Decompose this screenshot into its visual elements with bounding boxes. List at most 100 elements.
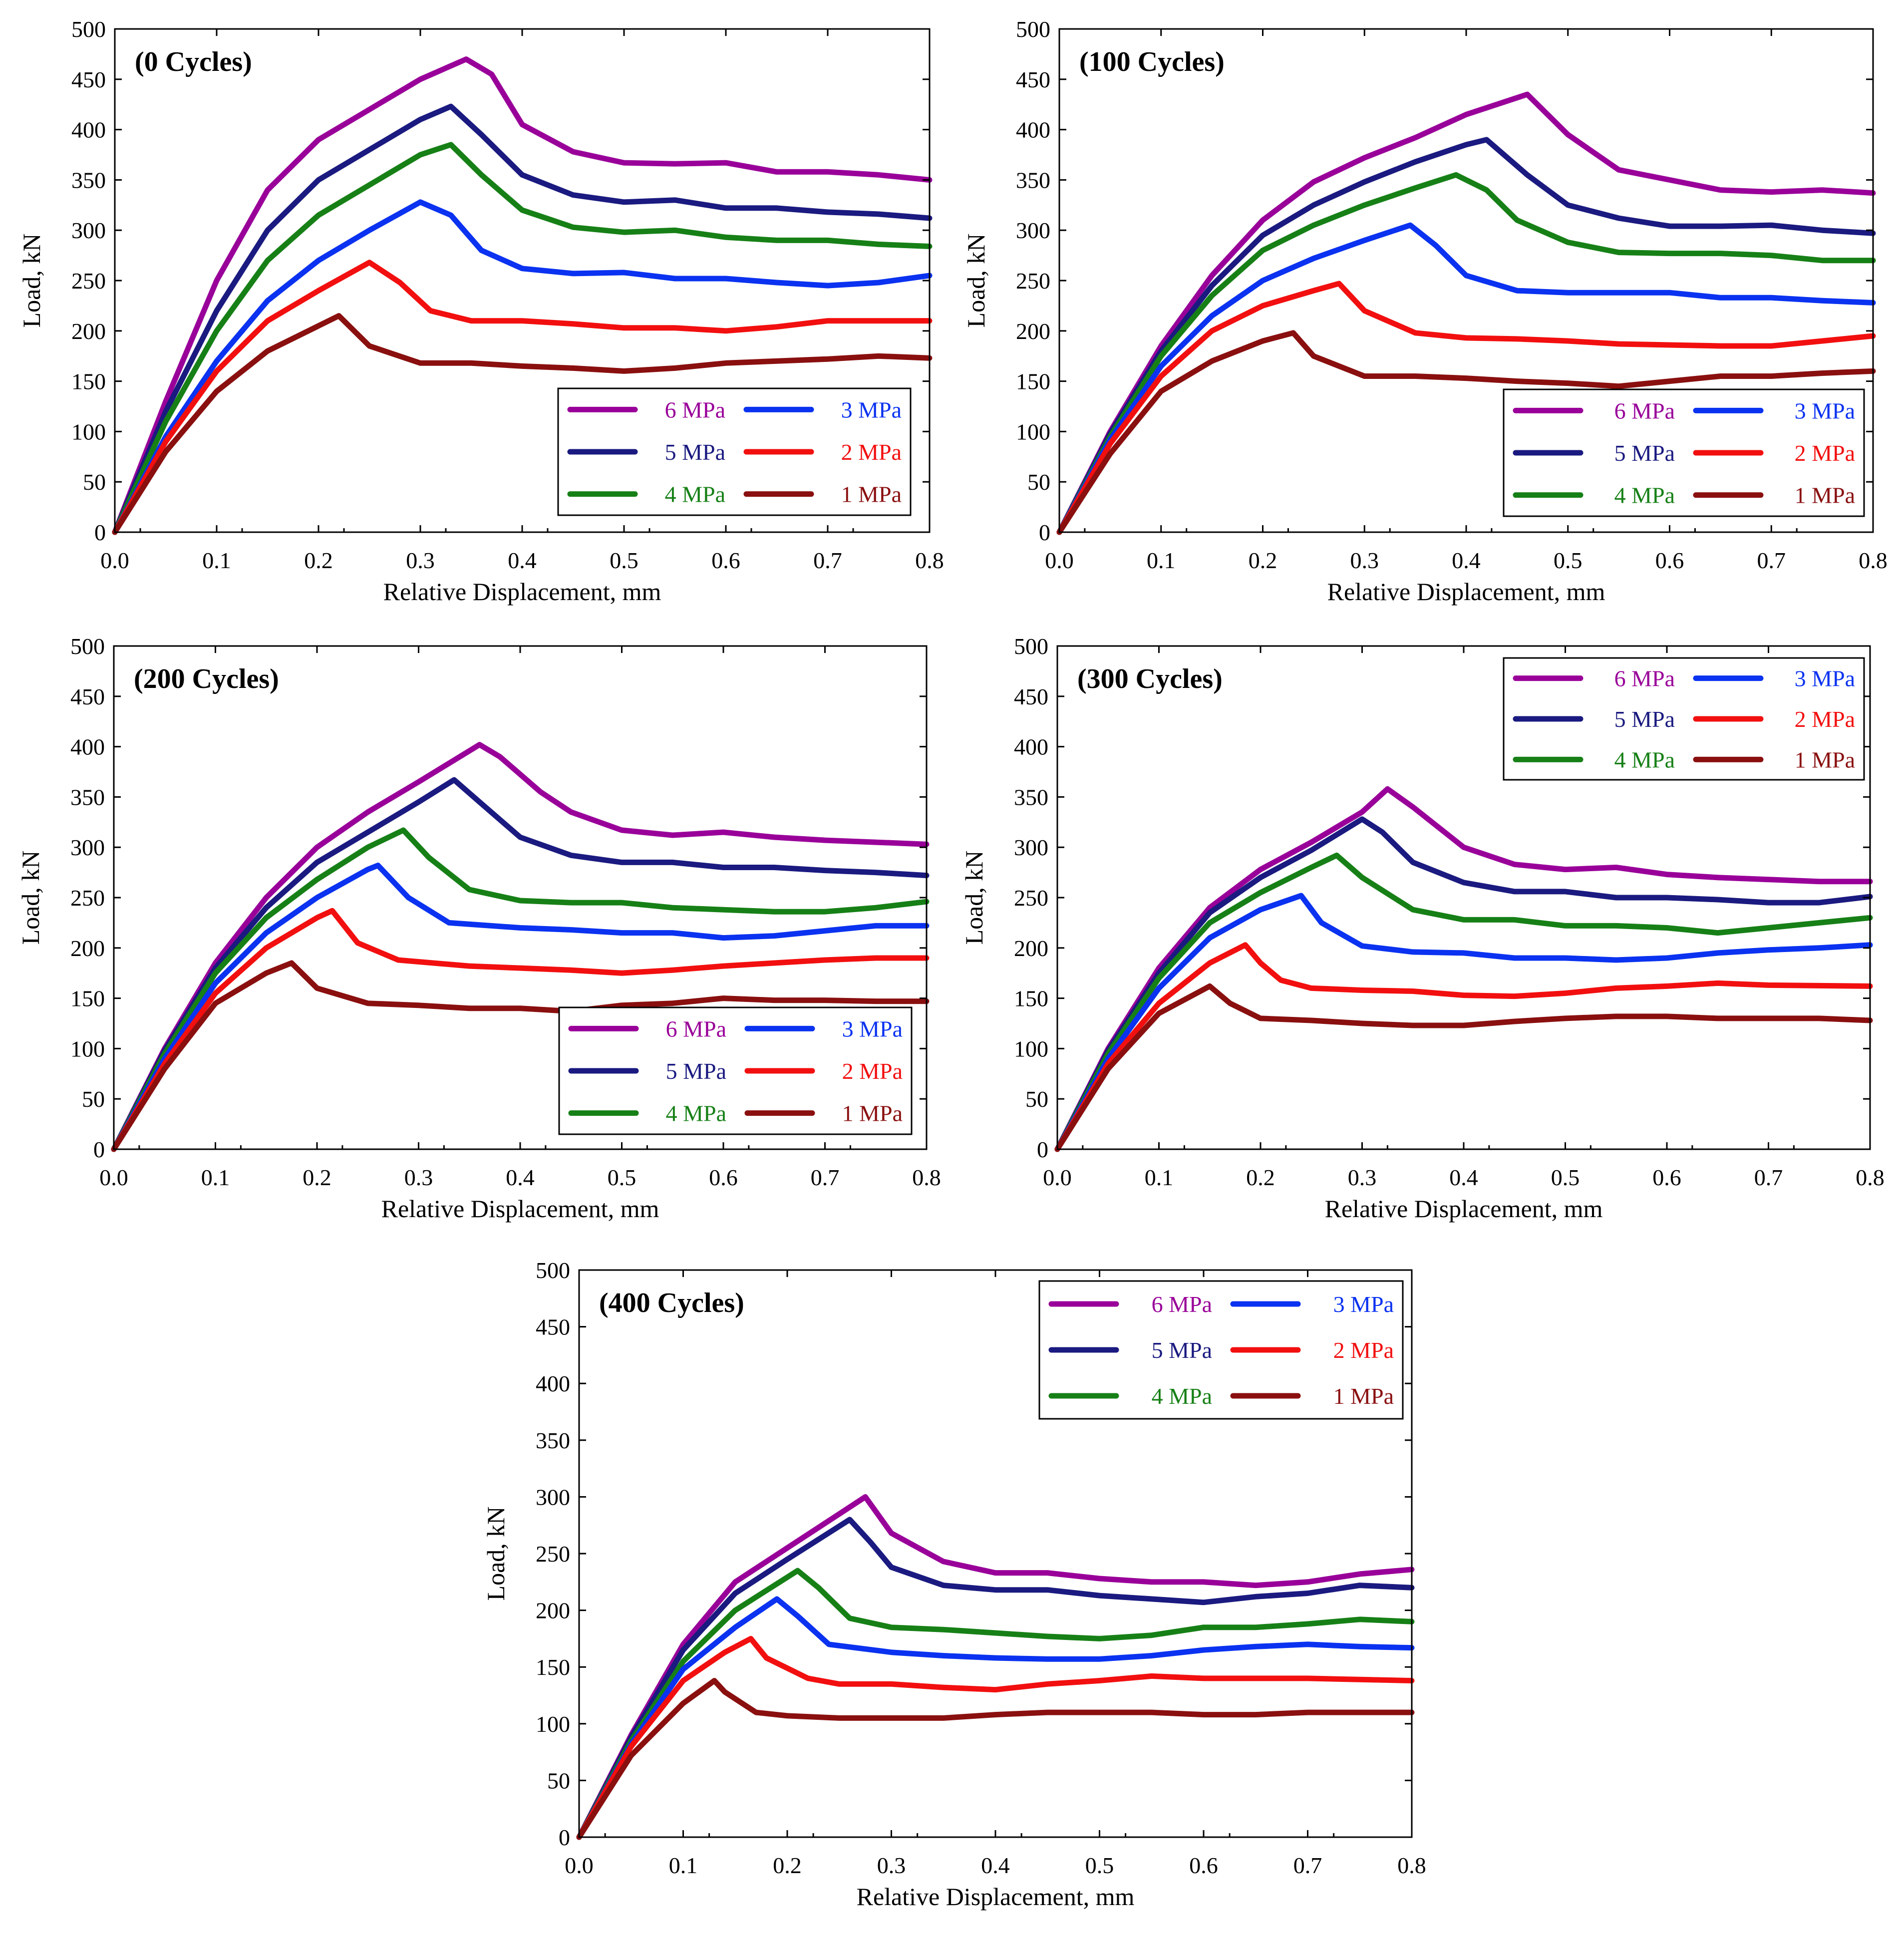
y-tick-label: 0 (1037, 1137, 1048, 1162)
x-axis-label: Relative Displacement, mm (1327, 578, 1605, 606)
x-tick-label: 0.5 (1551, 1165, 1580, 1190)
y-tick-label: 500 (70, 634, 105, 659)
series-line-4-mpa (576, 1568, 1415, 1840)
y-tick-label: 0 (559, 1825, 570, 1850)
legend-label: 4 MPa (1614, 483, 1675, 508)
series-line-3-mpa (576, 1596, 1415, 1840)
y-tick-label: 450 (1014, 684, 1048, 709)
x-tick-label: 0.4 (508, 548, 537, 573)
x-tick-label: 0.1 (669, 1853, 698, 1878)
x-tick-label: 0.3 (404, 1165, 433, 1190)
x-axis-label: Relative Displacement, mm (381, 1195, 659, 1223)
x-tick-label: 0.2 (304, 548, 333, 573)
y-axis-label: Load, kN (17, 234, 45, 328)
y-tick-label: 450 (70, 684, 105, 709)
series-line-2-mpa (112, 260, 933, 535)
y-tick-label: 50 (82, 1086, 105, 1112)
y-tick-label: 450 (1016, 67, 1050, 92)
y-tick-label: 400 (71, 117, 106, 143)
legend-label: 2 MPa (841, 439, 902, 465)
y-tick-label: 50 (83, 469, 106, 495)
legend-label: 5 MPa (1614, 706, 1675, 732)
panel-title: (100 Cycles) (1079, 46, 1225, 77)
y-tick-label: 350 (71, 167, 106, 193)
x-tick-label: 0.1 (1147, 548, 1176, 573)
y-tick-label: 250 (70, 885, 105, 911)
y-tick-label: 500 (71, 16, 106, 42)
y-tick-label: 200 (70, 936, 105, 961)
y-axis-label: Load, kN (960, 851, 988, 945)
legend-label: 1 MPa (1795, 483, 1855, 508)
x-tick-label: 0.8 (915, 548, 944, 573)
y-tick-label: 300 (70, 835, 105, 860)
legend: 6 MPa 3 MPa 5 MPa 2 MPa 4 MPa 1 MPa (558, 1006, 913, 1135)
y-axis-label: Load, kN (16, 851, 44, 945)
y-tick-label: 400 (536, 1371, 570, 1396)
x-tick-label: 0.7 (1757, 548, 1786, 573)
y-tick-label: 50 (1025, 1086, 1048, 1112)
y-tick-label: 50 (1027, 469, 1050, 495)
series-line-5-mpa (1054, 816, 1873, 1152)
y-tick-label: 150 (1014, 986, 1048, 1011)
x-tick-label: 0.5 (1085, 1853, 1114, 1878)
legend-label: 5 MPa (1614, 440, 1675, 466)
x-tick-label: 0.0 (100, 548, 129, 573)
y-tick-label: 100 (71, 419, 106, 444)
legend-label: 4 MPa (1614, 747, 1675, 772)
y-tick-label: 150 (536, 1654, 570, 1680)
x-tick-label: 0.4 (1449, 1165, 1478, 1190)
legend-label: 1 MPa (842, 1101, 903, 1126)
x-tick-label: 0.2 (1249, 548, 1277, 573)
series-line-2-mpa (111, 908, 930, 1152)
series-line-4-mpa (1054, 852, 1873, 1152)
y-axis-label: Load, kN (962, 234, 990, 328)
x-axis-label: Relative Displacement, mm (383, 578, 661, 606)
x-tick-label: 0.0 (1045, 548, 1074, 573)
y-tick-label: 350 (1014, 784, 1048, 810)
x-tick-label: 0.3 (1350, 548, 1379, 573)
y-tick-label: 50 (547, 1768, 570, 1793)
legend-label: 3 MPa (1333, 1292, 1394, 1317)
y-tick-label: 250 (71, 268, 106, 294)
y-axis-label: Load, kN (482, 1507, 510, 1601)
y-tick-label: 150 (1016, 369, 1050, 394)
panel-title: (400 Cycles) (599, 1288, 744, 1318)
legend-label: 5 MPa (665, 439, 725, 465)
x-tick-label: 0.8 (912, 1165, 941, 1190)
y-tick-label: 200 (1016, 319, 1050, 344)
y-tick-label: 200 (1014, 936, 1048, 961)
series-line-3-mpa (112, 199, 933, 535)
legend-label: 1 MPa (841, 482, 902, 507)
legend-label: 4 MPa (665, 482, 725, 507)
legend-label: 2 MPa (1795, 706, 1855, 732)
x-tick-label: 0.5 (608, 1165, 636, 1190)
y-tick-label: 200 (71, 319, 106, 344)
panel-title: (200 Cycles) (134, 663, 279, 694)
x-tick-label: 0.3 (877, 1853, 906, 1878)
x-tick-label: 0.4 (981, 1853, 1010, 1878)
chart-panel-3: 0.0 0.1 0.2 0.3 0.4 0.5 0.6 0.7 0.8 0 50 100 150 200 2… (960, 634, 1885, 1223)
series-line-6-mpa (1056, 91, 1876, 535)
series-line-1-mpa (576, 1678, 1415, 1840)
x-tick-label: 0.0 (99, 1165, 128, 1190)
legend-label: 6 MPa (665, 397, 725, 422)
series-line-3-mpa (1056, 222, 1876, 535)
x-tick-label: 0.6 (1655, 548, 1684, 573)
y-tick-label: 150 (70, 986, 105, 1011)
y-tick-label: 0 (93, 1137, 105, 1162)
series-line-5-mpa (111, 777, 930, 1152)
y-tick-label: 150 (71, 369, 106, 394)
y-tick-label: 500 (1016, 16, 1050, 42)
x-tick-label: 0.1 (202, 548, 231, 573)
series-line-1-mpa (1054, 983, 1873, 1152)
x-tick-label: 0.1 (1145, 1165, 1174, 1190)
legend-label: 5 MPa (1152, 1337, 1212, 1363)
y-tick-label: 200 (536, 1598, 570, 1623)
series-line-5-mpa (576, 1517, 1415, 1840)
legend-label: 3 MPa (1795, 398, 1855, 423)
series-line-6-mpa (112, 56, 933, 535)
y-tick-label: 350 (536, 1428, 570, 1453)
x-tick-label: 0.4 (1452, 548, 1481, 573)
legend-label: 6 MPa (1614, 666, 1675, 691)
